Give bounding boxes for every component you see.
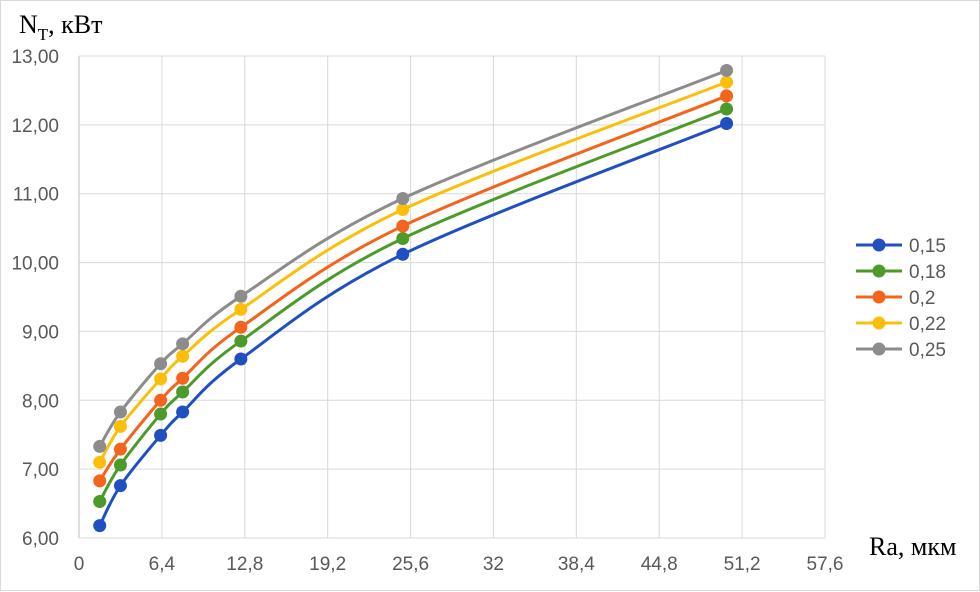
x-tick-label: 44,8	[641, 554, 678, 575]
data-point	[176, 337, 190, 351]
legend-label: 0,18	[909, 262, 946, 283]
x-tick-label: 32	[483, 554, 504, 575]
legend-swatch-marker	[872, 238, 886, 252]
legend-label: 0,25	[909, 340, 946, 361]
data-point	[396, 247, 410, 261]
y-tick-label: 9,00	[22, 322, 59, 343]
x-tick-label: 57,6	[807, 554, 844, 575]
x-tick-label: 6,4	[149, 554, 176, 575]
x-tick-label: 19,2	[309, 554, 346, 575]
y-tick-label: 13,00	[11, 47, 59, 68]
data-point	[396, 203, 410, 217]
data-point	[113, 405, 127, 419]
data-point	[113, 419, 127, 433]
y-tick-label: 7,00	[22, 460, 59, 481]
data-point	[720, 116, 734, 130]
data-point	[234, 352, 248, 366]
data-point	[176, 349, 190, 363]
series-line-0-15	[98, 122, 728, 527]
data-point	[93, 495, 107, 509]
grid	[78, 55, 826, 539]
data-point	[154, 357, 168, 371]
y-axis-title: NT, кВт	[19, 10, 103, 44]
data-point	[396, 231, 410, 245]
legend-swatch-marker	[872, 290, 886, 304]
data-point	[720, 89, 734, 103]
data-point	[154, 407, 168, 421]
data-point	[176, 405, 190, 419]
legend-swatch-marker	[872, 316, 886, 330]
x-axis-ticks: 0 6,4 12,8 19,2 25,6 32 38,4 44,8 51,2 57,6	[74, 554, 844, 575]
data-point	[234, 289, 248, 303]
series-points	[93, 63, 734, 533]
data-point	[154, 393, 168, 407]
data-point	[396, 192, 410, 206]
x-tick-label: 12,8	[226, 554, 263, 575]
series-line-0-2	[98, 94, 728, 482]
x-tick-label: 25,6	[392, 554, 429, 575]
data-point	[396, 219, 410, 233]
series-lines	[98, 69, 728, 527]
data-point	[93, 455, 107, 469]
y-tick-label: 10,00	[11, 254, 59, 275]
data-point	[234, 320, 248, 334]
y-tick-label: 8,00	[22, 391, 59, 412]
y-axis-ticks: 6,00 7,00 8,00 9,00 10,00 11,00 12,00 13,00	[11, 47, 59, 550]
y-tick-label: 11,00	[13, 185, 59, 206]
legend-label: 0,22	[909, 314, 946, 335]
x-tick-label: 0	[74, 554, 85, 575]
data-point	[720, 75, 734, 89]
data-point	[154, 428, 168, 442]
y-tick-label: 12,00	[11, 116, 59, 137]
x-tick-label: 51,2	[724, 554, 761, 575]
legend-swatch-marker	[872, 264, 886, 278]
y-tick-label: 6,00	[22, 529, 59, 550]
legend-label: 0,15	[909, 236, 946, 257]
data-point	[176, 385, 190, 399]
series-line-0-18	[98, 107, 728, 503]
data-point	[234, 334, 248, 348]
legend: 0,15 0,18 0,2 0,22 0,25	[856, 236, 946, 361]
legend-label: 0,2	[909, 288, 935, 309]
series-line-0-25	[98, 69, 728, 448]
data-point	[93, 474, 107, 488]
x-tick-label: 38,4	[558, 554, 595, 575]
data-point	[234, 302, 248, 316]
data-point	[113, 458, 127, 472]
data-point	[93, 519, 107, 533]
data-point	[720, 63, 734, 77]
legend-swatch-marker	[872, 342, 886, 356]
data-point	[113, 442, 127, 456]
data-point	[113, 479, 127, 493]
data-point	[93, 439, 107, 453]
data-point	[176, 371, 190, 385]
series-line-0-22	[98, 80, 728, 464]
data-point	[154, 372, 168, 386]
data-point	[720, 102, 734, 116]
x-axis-title: Ra, мкм	[869, 532, 956, 561]
